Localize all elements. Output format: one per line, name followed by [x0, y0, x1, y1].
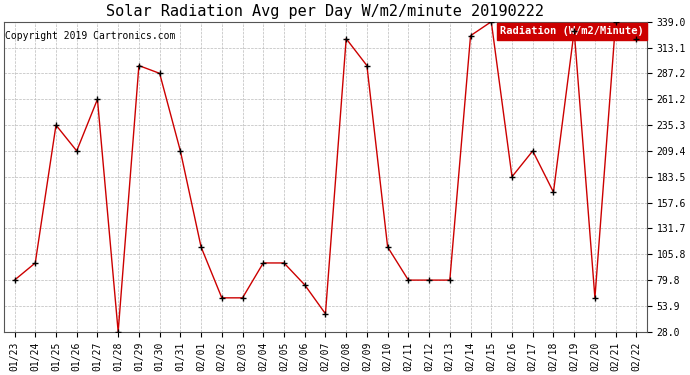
Text: Copyright 2019 Cartronics.com: Copyright 2019 Cartronics.com [6, 31, 176, 41]
Title: Solar Radiation Avg per Day W/m2/minute 20190222: Solar Radiation Avg per Day W/m2/minute … [106, 4, 544, 19]
Text: Radiation (W/m2/Minute): Radiation (W/m2/Minute) [500, 26, 644, 36]
